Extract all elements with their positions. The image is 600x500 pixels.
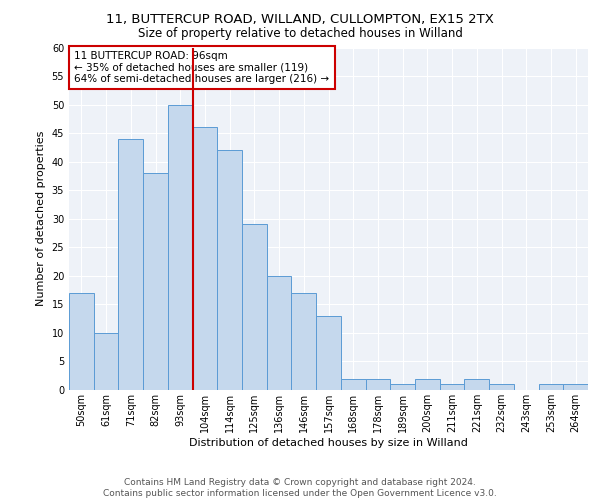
Bar <box>193 128 217 390</box>
Text: Size of property relative to detached houses in Willand: Size of property relative to detached ho… <box>137 28 463 40</box>
Y-axis label: Number of detached properties: Number of detached properties <box>36 131 46 306</box>
Bar <box>118 139 143 390</box>
Text: 11, BUTTERCUP ROAD, WILLAND, CULLOMPTON, EX15 2TX: 11, BUTTERCUP ROAD, WILLAND, CULLOMPTON,… <box>106 12 494 26</box>
X-axis label: Distribution of detached houses by size in Willand: Distribution of detached houses by size … <box>189 438 468 448</box>
Bar <box>168 104 193 390</box>
Bar <box>94 333 118 390</box>
Bar <box>267 276 292 390</box>
Bar <box>464 378 489 390</box>
Bar <box>415 378 440 390</box>
Bar <box>390 384 415 390</box>
Bar <box>292 293 316 390</box>
Bar <box>489 384 514 390</box>
Bar <box>242 224 267 390</box>
Bar <box>539 384 563 390</box>
Text: 11 BUTTERCUP ROAD: 96sqm
← 35% of detached houses are smaller (119)
64% of semi-: 11 BUTTERCUP ROAD: 96sqm ← 35% of detach… <box>74 51 329 84</box>
Bar <box>69 293 94 390</box>
Bar <box>365 378 390 390</box>
Bar <box>217 150 242 390</box>
Bar <box>143 173 168 390</box>
Bar <box>316 316 341 390</box>
Bar <box>563 384 588 390</box>
Bar <box>440 384 464 390</box>
Bar <box>341 378 365 390</box>
Text: Contains HM Land Registry data © Crown copyright and database right 2024.
Contai: Contains HM Land Registry data © Crown c… <box>103 478 497 498</box>
